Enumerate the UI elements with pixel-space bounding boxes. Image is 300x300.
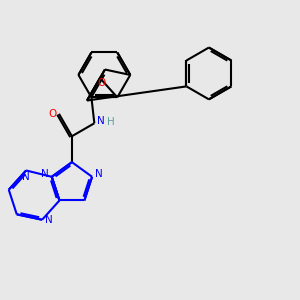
- Text: N: N: [45, 215, 52, 225]
- Text: N: N: [41, 169, 49, 179]
- Text: H: H: [107, 117, 114, 127]
- Text: N: N: [22, 172, 30, 182]
- Text: N: N: [97, 116, 105, 126]
- Text: N: N: [95, 169, 102, 179]
- Text: O: O: [48, 109, 57, 119]
- Text: O: O: [97, 78, 106, 88]
